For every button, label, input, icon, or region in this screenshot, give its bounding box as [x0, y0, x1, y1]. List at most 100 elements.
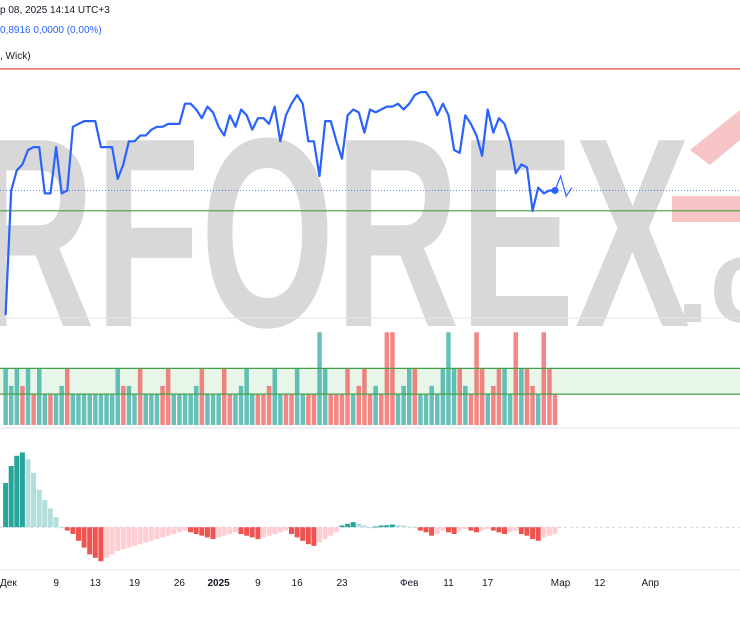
volume-bar[interactable]: [440, 368, 446, 425]
histogram-bar[interactable]: [204, 527, 210, 538]
volume-bar[interactable]: [429, 385, 434, 425]
histogram-bar[interactable]: [165, 527, 171, 536]
volume-bar[interactable]: [272, 368, 278, 425]
volume-bar[interactable]: [283, 394, 289, 425]
histogram-bar[interactable]: [126, 527, 132, 548]
volume-bar[interactable]: [121, 385, 126, 425]
volume-bar[interactable]: [149, 394, 154, 425]
volume-bar[interactable]: [328, 394, 334, 425]
histogram-bar[interactable]: [490, 527, 496, 531]
volume-bar[interactable]: [165, 368, 171, 425]
histogram-bar[interactable]: [305, 527, 311, 545]
histogram-bar[interactable]: [3, 483, 9, 528]
volume-bar[interactable]: [48, 394, 53, 425]
histogram-bar[interactable]: [277, 527, 283, 533]
histogram-bar[interactable]: [530, 527, 536, 540]
volume-bar[interactable]: [238, 385, 244, 425]
volume-bar[interactable]: [362, 368, 367, 425]
volume-bar[interactable]: [250, 394, 255, 425]
volume-bar[interactable]: [379, 394, 384, 425]
volume-bar[interactable]: [552, 394, 558, 425]
volume-bar[interactable]: [3, 368, 8, 425]
volume-bar[interactable]: [205, 394, 210, 425]
volume-bar[interactable]: [446, 332, 451, 425]
volume-bar[interactable]: [194, 385, 199, 425]
price-series-line[interactable]: [4, 90, 555, 316]
volume-bar[interactable]: [513, 332, 519, 425]
histogram-bar[interactable]: [76, 527, 81, 541]
volume-bar[interactable]: [25, 368, 31, 425]
volume-bar[interactable]: [457, 368, 463, 425]
volume-bar[interactable]: [188, 394, 193, 425]
histogram-bar[interactable]: [81, 527, 87, 548]
volume-bar[interactable]: [322, 368, 328, 425]
volume-bar[interactable]: [401, 385, 406, 425]
volume-bar[interactable]: [59, 385, 64, 425]
price-pane[interactable]: [0, 68, 740, 316]
histogram-bar[interactable]: [389, 524, 395, 528]
volume-bar[interactable]: [171, 394, 177, 425]
volume-bar[interactable]: [356, 385, 362, 425]
histogram-bar[interactable]: [193, 527, 199, 534]
histogram-bar[interactable]: [8, 466, 14, 528]
volume-bar[interactable]: [300, 394, 306, 425]
histogram-bar[interactable]: [137, 527, 143, 545]
histogram-bar[interactable]: [36, 489, 42, 528]
volume-bar[interactable]: [216, 394, 221, 425]
volume-bar[interactable]: [222, 368, 227, 425]
histogram-bar[interactable]: [25, 459, 31, 528]
histogram-bar[interactable]: [221, 527, 227, 536]
histogram-bar[interactable]: [339, 525, 345, 528]
histogram-bar[interactable]: [378, 525, 384, 528]
volume-bar[interactable]: [524, 368, 530, 425]
volume-bar[interactable]: [76, 394, 81, 425]
histogram-bar[interactable]: [513, 527, 519, 531]
volume-bar[interactable]: [535, 394, 541, 425]
volume-bar[interactable]: [479, 368, 485, 425]
volume-bar[interactable]: [109, 394, 115, 425]
histogram-bar[interactable]: [188, 527, 194, 533]
histogram-bar[interactable]: [227, 527, 233, 534]
histogram-bar[interactable]: [429, 527, 435, 536]
volume-bar[interactable]: [306, 394, 311, 425]
histogram-bar[interactable]: [244, 527, 250, 536]
histogram-bar[interactable]: [462, 527, 468, 529]
histogram-bar[interactable]: [474, 527, 479, 533]
histogram-bar[interactable]: [238, 527, 244, 534]
volume-bar[interactable]: [395, 394, 401, 425]
volume-pane[interactable]: [0, 332, 740, 425]
histogram-bar[interactable]: [115, 527, 121, 551]
histogram-bar[interactable]: [143, 527, 149, 543]
volume-bar[interactable]: [367, 394, 373, 425]
volume-bar[interactable]: [14, 368, 20, 425]
volume-bar[interactable]: [93, 394, 98, 425]
histogram-bar[interactable]: [507, 527, 513, 533]
histogram-bar[interactable]: [345, 523, 351, 528]
histogram-bar[interactable]: [479, 527, 485, 531]
histogram-bar[interactable]: [401, 525, 407, 528]
histogram-bar[interactable]: [47, 508, 53, 528]
price-last-point[interactable]: [551, 187, 559, 195]
histogram-bar[interactable]: [31, 472, 37, 528]
volume-bar[interactable]: [137, 368, 143, 425]
histogram-bar[interactable]: [70, 527, 76, 534]
volume-bar[interactable]: [502, 368, 507, 425]
histogram-bar[interactable]: [518, 527, 524, 534]
histogram-bar[interactable]: [120, 527, 126, 550]
volume-bar[interactable]: [65, 368, 70, 425]
histogram-bar[interactable]: [423, 527, 429, 533]
histogram-bar[interactable]: [300, 527, 306, 541]
histogram-bar[interactable]: [328, 527, 334, 536]
price-projection-line[interactable]: [554, 174, 573, 198]
histogram-bar[interactable]: [552, 527, 558, 534]
volume-bar[interactable]: [182, 394, 188, 425]
histogram-bar[interactable]: [496, 527, 502, 533]
histogram-bar[interactable]: [132, 527, 137, 546]
histogram-bar[interactable]: [59, 527, 65, 529]
histogram-bar[interactable]: [451, 527, 457, 534]
volume-bar[interactable]: [412, 368, 418, 425]
volume-bar[interactable]: [485, 394, 491, 425]
histogram-bar[interactable]: [98, 527, 104, 562]
volume-bar[interactable]: [233, 394, 238, 425]
